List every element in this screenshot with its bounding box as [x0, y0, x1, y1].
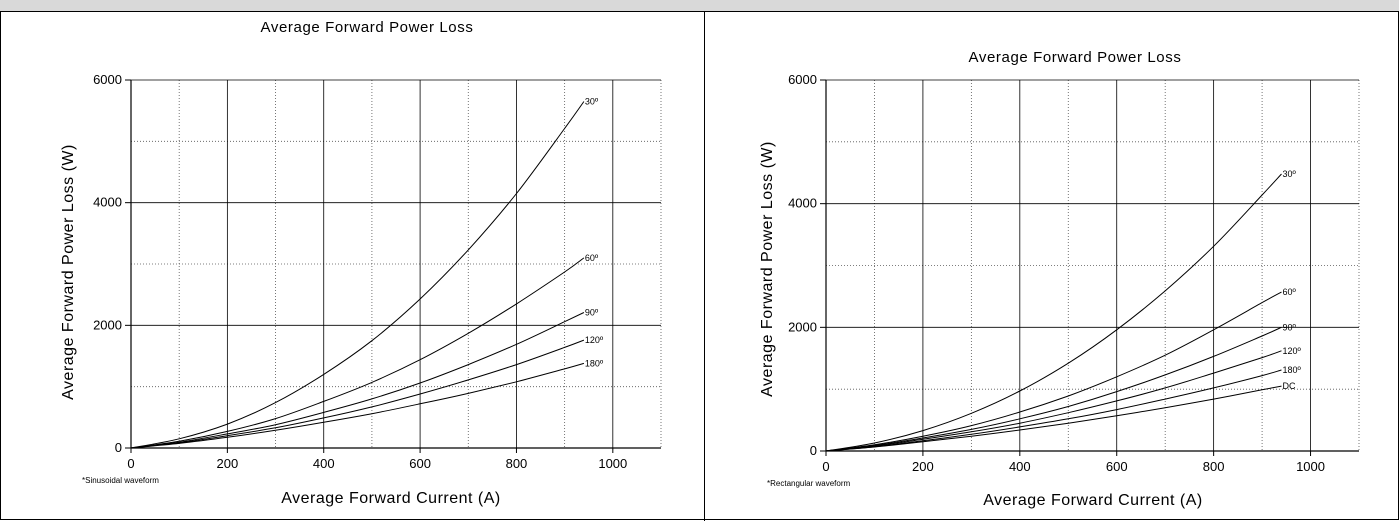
y-tick-label: 0 [810, 443, 817, 458]
series-line [130, 101, 585, 449]
series-label: 90º [585, 307, 599, 317]
chart-panel-right: Average Forward Power Loss Average Forwa… [705, 12, 1399, 521]
y-tick-label: 2000 [788, 319, 817, 334]
x-tick-label: 600 [1106, 459, 1128, 474]
x-tick-label: 400 [1009, 459, 1031, 474]
series-line [825, 385, 1282, 452]
x-tick-label: 400 [313, 456, 335, 471]
waveform-note: *Sinusoidal waveform [82, 476, 159, 485]
series-label: 180º [1282, 365, 1301, 375]
x-tick-label: 200 [217, 456, 239, 471]
x-tick-label: 1000 [1296, 459, 1325, 474]
chart-title: Average Forward Power Loss [261, 19, 474, 36]
x-tick-label: 0 [822, 459, 829, 474]
y-tick-label: 6000 [93, 72, 122, 87]
y-axis-label: Average Forward Power Loss (W) [60, 144, 77, 400]
series-label: 120º [585, 335, 604, 345]
series-line [825, 173, 1282, 452]
series-line [825, 291, 1282, 452]
chart-right: Average Forward Power Loss Average Forwa… [759, 49, 1360, 509]
series-line [130, 362, 585, 449]
series-line [130, 257, 585, 449]
x-tick-label: 800 [506, 456, 528, 471]
series-label: DC [1282, 381, 1295, 391]
y-tick-label: 0 [115, 440, 122, 455]
panel-divider [704, 11, 705, 521]
chart-panel-left: Average Forward Power Loss Average Forwa… [0, 12, 704, 521]
series-line [825, 369, 1282, 452]
series-line [825, 326, 1282, 452]
series-line [825, 350, 1282, 452]
y-axis-label: Average Forward Power Loss (W) [759, 141, 776, 397]
x-axis-label: Average Forward Current (A) [983, 492, 1203, 509]
x-tick-label: 600 [409, 456, 431, 471]
y-tick-label: 4000 [93, 195, 122, 210]
series-label: 120º [1282, 346, 1301, 356]
series-label: 180º [585, 358, 604, 368]
x-tick-label: 0 [127, 456, 134, 471]
y-tick-label: 6000 [788, 72, 817, 87]
series-line [130, 312, 585, 449]
x-tick-label: 1000 [598, 456, 627, 471]
chart-title: Average Forward Power Loss [969, 49, 1182, 66]
series-label: 30º [585, 96, 599, 106]
series-label: 60º [1282, 287, 1296, 297]
x-tick-label: 800 [1203, 459, 1225, 474]
chart-left: Average Forward Power Loss Average Forwa… [60, 19, 662, 507]
top-band [0, 0, 1399, 12]
waveform-note: *Rectangular waveform [767, 479, 850, 488]
series-label: 90º [1282, 322, 1296, 332]
series-label: 30º [1282, 169, 1296, 179]
series-line [130, 339, 585, 449]
x-axis-label: Average Forward Current (A) [281, 490, 501, 507]
series-label: 60º [585, 253, 599, 263]
x-tick-label: 200 [912, 459, 934, 474]
y-tick-label: 4000 [788, 196, 817, 211]
y-tick-label: 2000 [93, 317, 122, 332]
